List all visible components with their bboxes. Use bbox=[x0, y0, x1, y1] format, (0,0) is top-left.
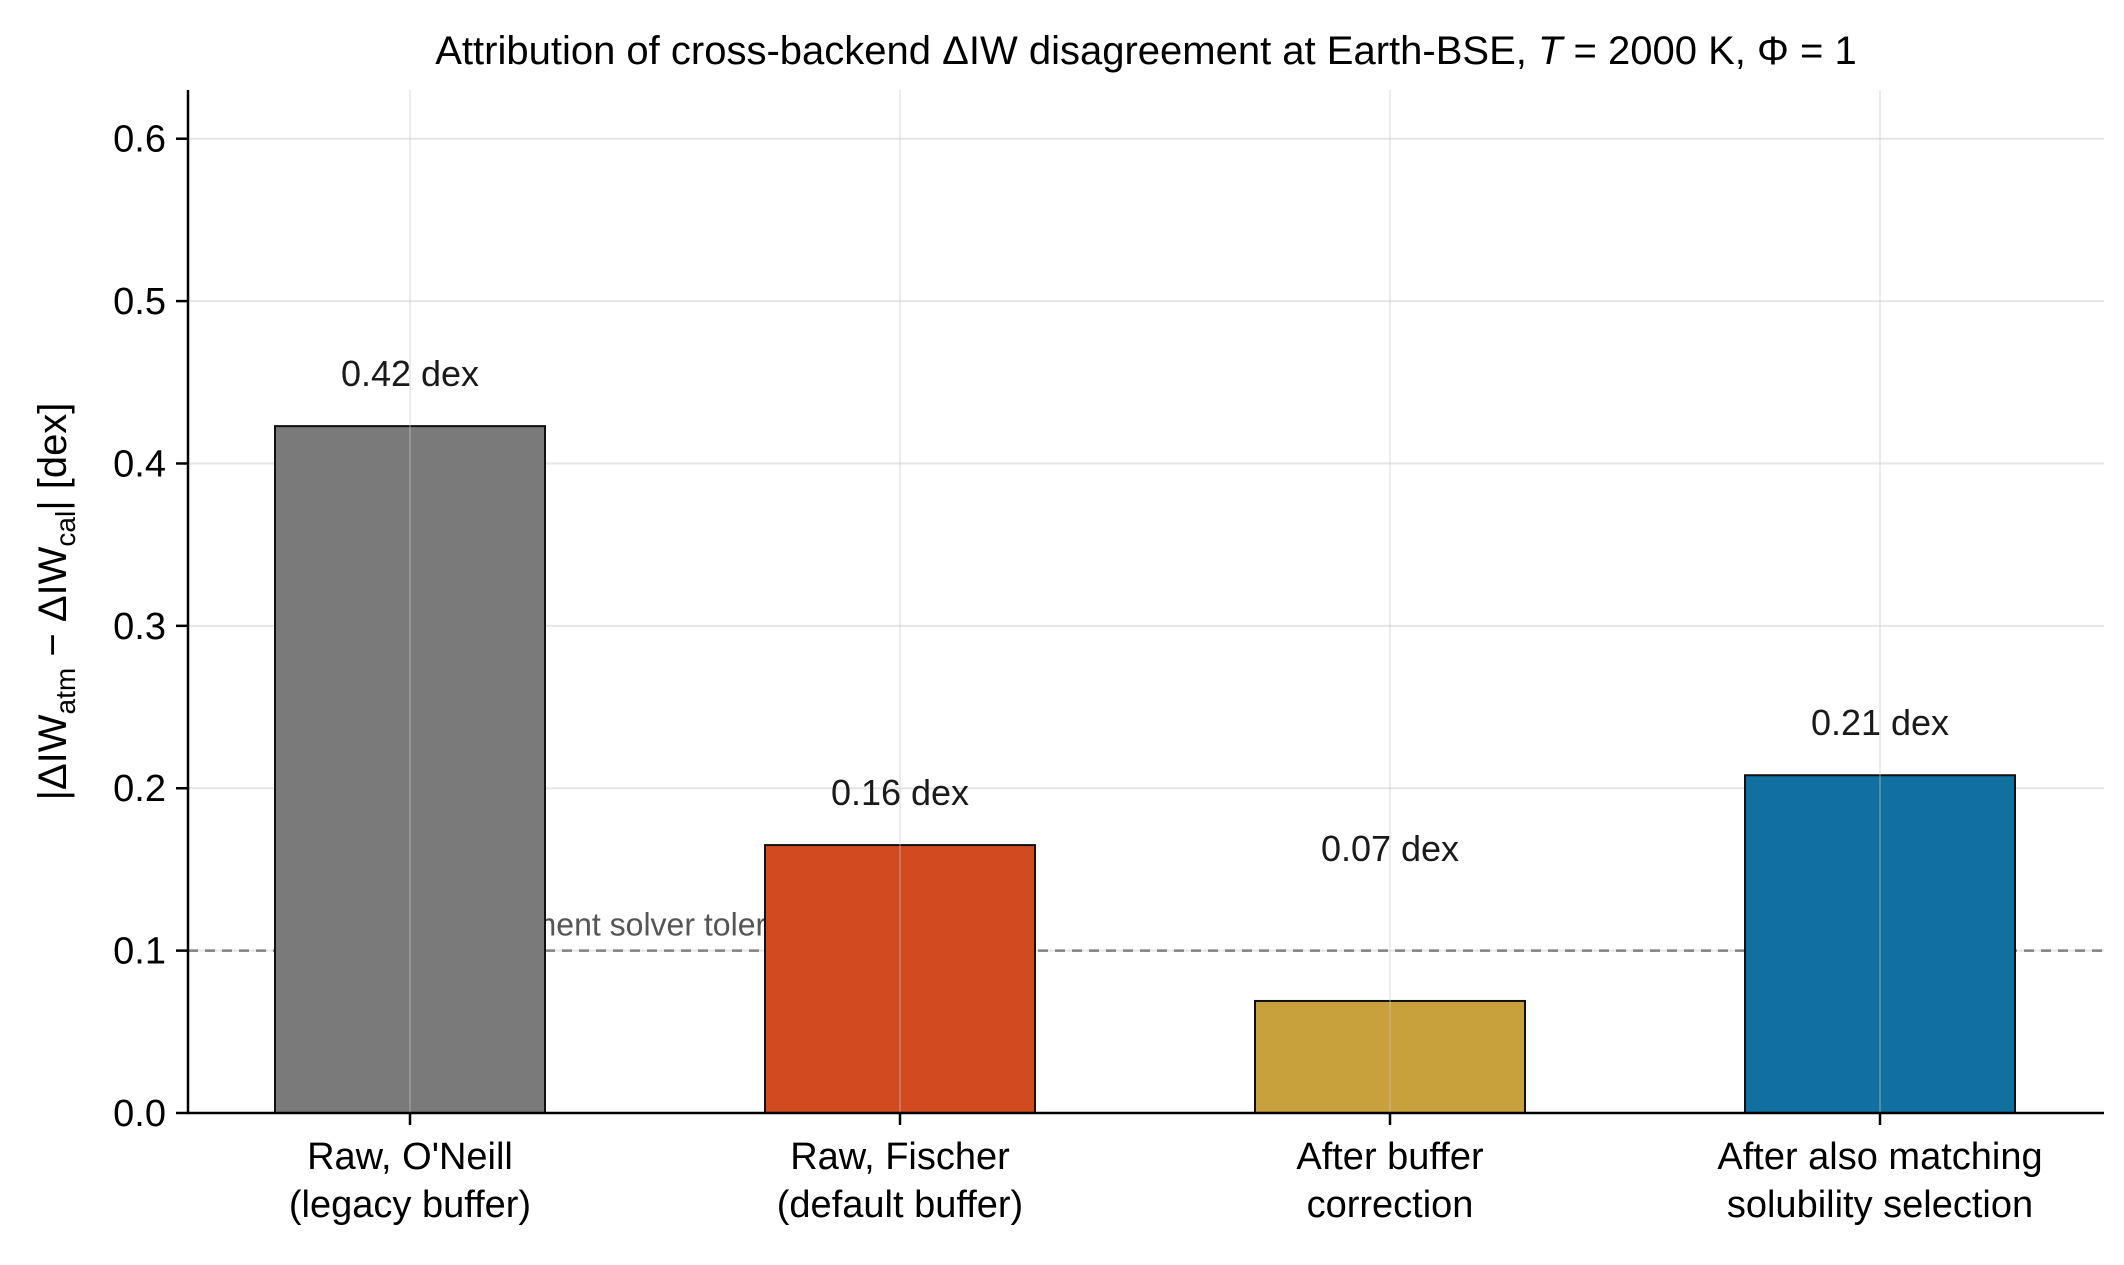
y-tick-label: 0.4 bbox=[113, 443, 166, 485]
y-axis-label: |ΔIWatm − ΔIWcal| [dex] bbox=[31, 403, 81, 801]
value-label: 0.07 dex bbox=[1321, 828, 1459, 869]
x-tick-label: Raw, Fischer (default buffer) bbox=[777, 1136, 1023, 1226]
vertical-grid-lines bbox=[409, 90, 1881, 1113]
x-tick-label: Raw, O'Neill (legacy buffer) bbox=[289, 1136, 531, 1226]
y-tick-label: 0.2 bbox=[113, 768, 166, 810]
x-tick-label: After also matching solubility selection bbox=[1717, 1136, 2042, 1226]
bars-group bbox=[274, 425, 2016, 1115]
y-tick-label: 0.6 bbox=[113, 119, 166, 161]
x-tick-label: After buffer correction bbox=[1296, 1136, 1484, 1226]
value-labels-group: 0.42 dex 0.16 dex 0.07 dex 0.21 dex bbox=[341, 353, 1949, 869]
bar bbox=[764, 844, 1036, 1114]
x-ticks-group: Raw, O'Neill (legacy buffer) Raw, Fischer(… bbox=[289, 1113, 2043, 1226]
bar bbox=[274, 425, 546, 1114]
y-tick-label: 0.0 bbox=[113, 1093, 166, 1135]
chart-title: Attribution of cross-backend ΔIW disagre… bbox=[435, 29, 1857, 73]
value-label: 0.16 dex bbox=[831, 772, 969, 813]
y-ticks-group: 0.0 0.1 0.2 0.3 0.4 0.5 0.6 bbox=[113, 119, 188, 1135]
value-label: 0.21 dex bbox=[1811, 702, 1949, 743]
y-tick-label: 0.5 bbox=[113, 281, 166, 323]
y-tick-label: 0.1 bbox=[113, 931, 166, 973]
value-label: 0.42 dex bbox=[341, 353, 479, 394]
bar bbox=[1254, 999, 1526, 1115]
axes-group bbox=[186, 90, 2104, 1115]
y-tick-label: 0.3 bbox=[113, 606, 166, 648]
bar bbox=[1744, 774, 2016, 1114]
